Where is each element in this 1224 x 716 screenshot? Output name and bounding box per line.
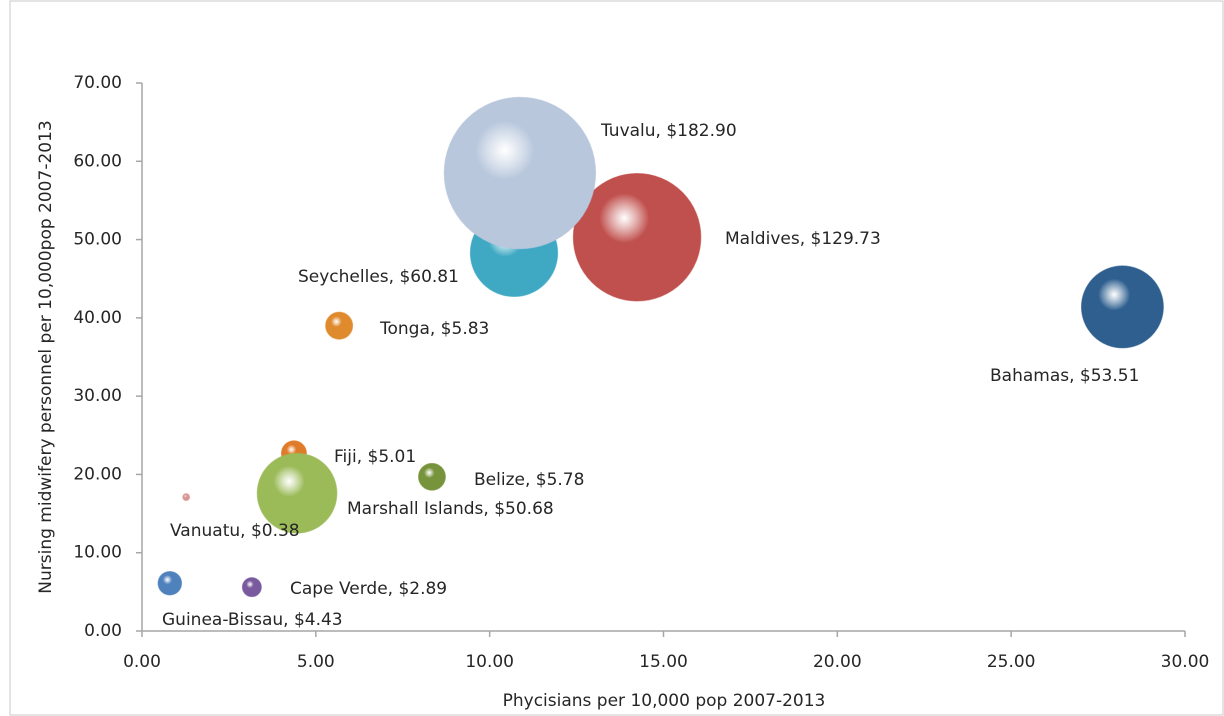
x-tick-label: 15.00: [639, 652, 688, 672]
data-label: Tuvalu, $182.90: [600, 121, 737, 141]
data-label: Maldives, $129.73: [725, 229, 881, 249]
chart-frame: [9, 0, 1224, 716]
data-label: Belize, $5.78: [474, 470, 584, 490]
data-label: Vanuatu, $0.38: [170, 521, 300, 541]
y-tick-label: 50.00: [73, 230, 122, 250]
x-tick-label: 25.00: [987, 652, 1036, 672]
data-label: Guinea-Bissau, $4.43: [162, 610, 343, 630]
x-tick-label: 5.00: [297, 652, 335, 672]
bubble: [572, 172, 702, 302]
bubble: [182, 493, 191, 502]
x-tick-label: 20.00: [813, 652, 862, 672]
x-tick-label: 30.00: [1161, 652, 1210, 672]
data-label: Bahamas, $53.51: [990, 366, 1139, 386]
y-axis-title: Nursing midwifery personnel per 10,000po…: [36, 120, 56, 593]
y-tick-label: 60.00: [73, 151, 122, 171]
data-label: Tonga, $5.83: [379, 319, 489, 339]
x-tick-label: 10.00: [465, 652, 514, 672]
bubble: [325, 311, 354, 340]
y-tick-label: 0.00: [84, 621, 122, 641]
x-axis-title: Phycisians per 10,000 pop 2007-2013: [503, 691, 826, 711]
data-label: Seychelles, $60.81: [298, 267, 459, 287]
x-tick-label: 0.00: [123, 652, 161, 672]
y-tick-label: 30.00: [73, 386, 122, 406]
bubble: [256, 452, 338, 534]
bubble: [157, 570, 183, 596]
y-tick-label: 20.00: [73, 464, 122, 484]
bubble: [443, 96, 597, 250]
bubble: [241, 577, 262, 598]
data-label: Fiji, $5.01: [334, 447, 416, 467]
y-tick-label: 10.00: [73, 543, 122, 563]
bubble: [1080, 265, 1164, 349]
data-label: Marshall Islands, $50.68: [347, 499, 554, 519]
y-tick-label: 70.00: [73, 73, 122, 93]
y-tick-label: 40.00: [73, 308, 122, 328]
data-label: Cape Verde, $2.89: [290, 579, 447, 599]
bubble: [417, 462, 446, 491]
